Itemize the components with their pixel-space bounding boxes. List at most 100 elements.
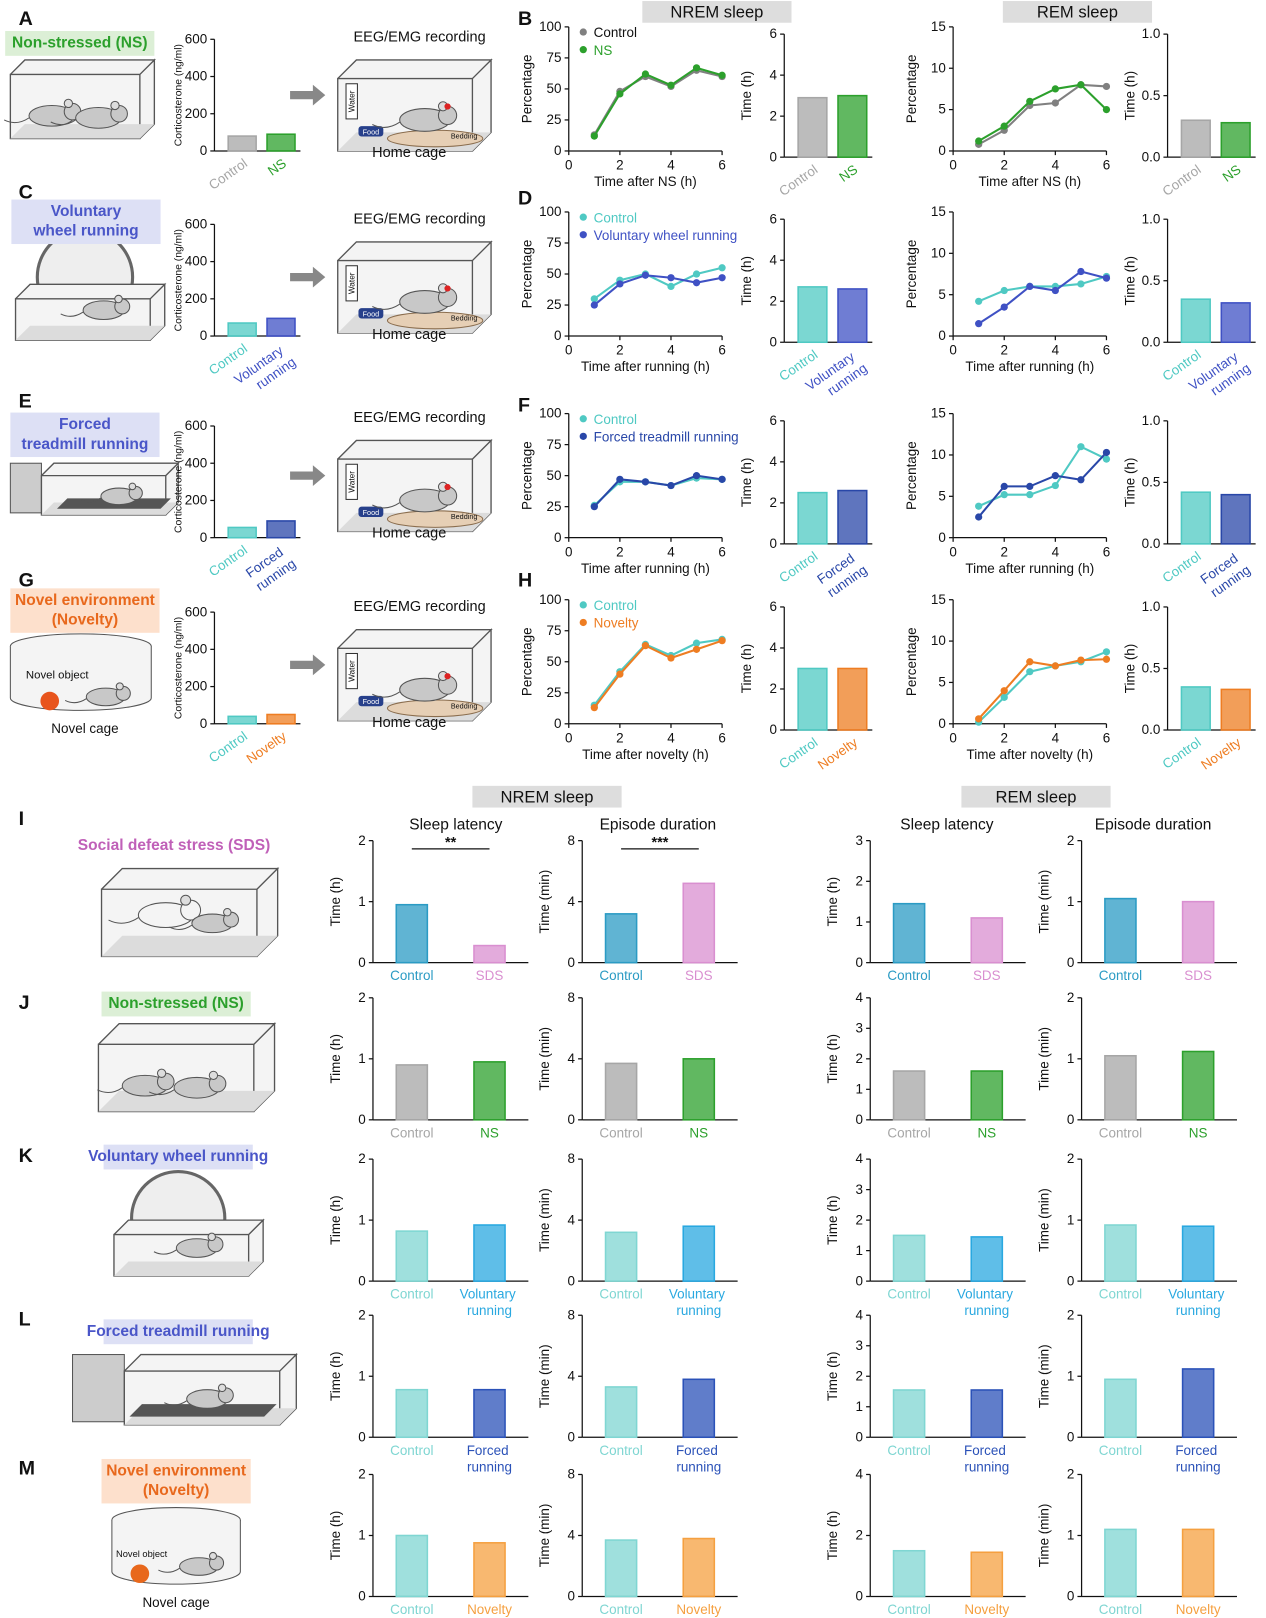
y-tick-label: 75 [547, 50, 562, 65]
series-point [667, 82, 674, 89]
y-tick-label: 4 [770, 252, 778, 267]
bar [971, 1390, 1002, 1437]
y-tick-label: 0 [938, 328, 945, 343]
series-point [1077, 268, 1084, 275]
y-tick-label: 2 [1067, 1151, 1074, 1166]
cage-label: Water [347, 471, 356, 493]
y-tick-label: 1 [358, 1528, 365, 1543]
series-line [594, 639, 722, 705]
series-point [1077, 81, 1084, 88]
y-tick-label: 8 [567, 833, 574, 848]
x-tick-label: Control [390, 1125, 433, 1140]
bar [838, 289, 867, 342]
x-tick-label: 4 [1052, 343, 1060, 358]
x-tick-label: Control [887, 1602, 930, 1617]
y-axis-label: Time (min) [1036, 1504, 1051, 1568]
x-tick-label: 6 [1103, 730, 1110, 745]
y-tick-label: 10 [931, 60, 946, 75]
x-tick-label: Control [776, 549, 820, 586]
cage-title: EEG/EMG recording [354, 410, 486, 426]
series-line [594, 476, 722, 507]
x-tick-label: 2 [1000, 343, 1007, 358]
x-tick-label: Voluntary running [957, 1287, 1017, 1319]
bar [396, 1535, 427, 1596]
y-tick-label: 5 [938, 675, 945, 690]
mouse-ear [111, 101, 119, 109]
x-tick-label: 2 [616, 343, 623, 358]
section-title: REM sleep [1037, 3, 1118, 22]
bar [1183, 1051, 1214, 1119]
series-line [594, 641, 722, 708]
y-tick-label: 10 [931, 245, 946, 260]
x-tick-label: Forced running [1198, 549, 1253, 601]
y-tick-label: 0 [770, 722, 777, 737]
series-line [979, 85, 1107, 145]
y-tick-label: 0 [567, 1112, 574, 1127]
cage-floor [10, 124, 154, 138]
series-point [642, 272, 649, 279]
y-tick-label: 2 [1067, 1307, 1074, 1322]
bar [267, 318, 295, 336]
y-tick-label: 6 [770, 26, 777, 41]
y-tick-label: 0 [567, 1589, 574, 1604]
y-tick-label: 2 [358, 1467, 365, 1482]
x-tick-label: Forced running [964, 1443, 1010, 1475]
bar [228, 136, 256, 151]
x-tick-label: Control [599, 968, 642, 983]
series-point [1026, 668, 1033, 675]
bar [267, 134, 295, 151]
series-line [594, 478, 722, 505]
x-tick-label: Novelty [964, 1602, 1009, 1617]
y-axis-label: Time (h) [328, 1034, 343, 1083]
y-axis-label: Time (h) [1122, 71, 1137, 120]
x-axis-label: Time after running (h) [965, 561, 1094, 576]
bar [683, 1226, 714, 1281]
x-tick-label: SDS [685, 968, 713, 983]
mouse-ear [224, 908, 231, 915]
x-tick-label: NS [480, 1125, 499, 1140]
bar [267, 521, 295, 538]
bar [474, 1062, 505, 1120]
y-tick-label: 2 [855, 1051, 862, 1066]
column-title: Sleep latency [900, 816, 993, 833]
y-axis-label: Corticosterone (ng/ml) [173, 44, 184, 146]
x-tick-label: SDS [476, 968, 504, 983]
x-tick-label: 0 [949, 544, 956, 559]
cage-label: Food [363, 697, 380, 706]
y-tick-label: 400 [185, 641, 207, 656]
y-tick-label: 2 [770, 293, 777, 308]
x-tick-label: 6 [718, 343, 725, 358]
y-tick-label: 1 [1067, 1051, 1074, 1066]
bar [1181, 120, 1210, 157]
legend-marker [580, 601, 587, 608]
y-tick-label: 2 [855, 1528, 862, 1543]
panel-letter: I [19, 808, 24, 830]
series-point [591, 503, 598, 510]
y-axis-label: Time (h) [739, 256, 754, 305]
y-tick-label: 200 [185, 679, 207, 694]
y-tick-label: 10 [931, 633, 946, 648]
x-tick-label: Control [206, 542, 250, 579]
y-axis-label: Percentage [519, 441, 534, 510]
condition-label: (Novelty) [143, 1482, 209, 1499]
bar [1181, 687, 1210, 730]
y-tick-label: 4 [567, 1212, 575, 1227]
significance-label: ** [445, 835, 457, 851]
series-point [1103, 449, 1110, 456]
bar [894, 904, 925, 963]
x-tick-label: Control [1099, 968, 1142, 983]
x-tick-label: 2 [616, 544, 623, 559]
panel-letter: F [518, 395, 530, 417]
panel-letter: L [19, 1309, 31, 1331]
y-tick-label: 10 [931, 447, 946, 462]
y-tick-label: 3 [855, 1020, 862, 1035]
cage-label: Water [347, 90, 356, 112]
y-tick-label: 25 [547, 297, 562, 312]
y-tick-label: 0 [567, 1273, 574, 1288]
arrow [290, 465, 325, 486]
y-tick-label: 0.0 [1142, 149, 1161, 164]
y-tick-label: 1 [1067, 1212, 1074, 1227]
y-axis-label: Time (h) [328, 1195, 343, 1244]
x-tick-label: Control [390, 968, 433, 983]
x-tick-label: Voluntary running [1168, 1287, 1228, 1319]
